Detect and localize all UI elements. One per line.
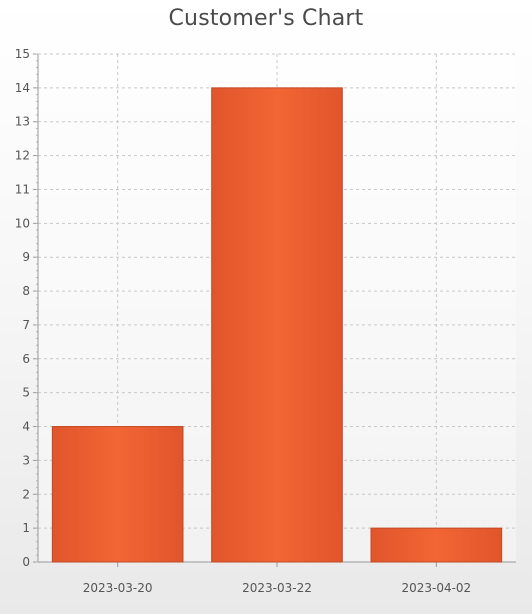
y-tick-label: 0 [22,555,30,569]
bar [51,426,184,563]
x-tick-label: 2023-04-02 [401,581,471,595]
y-tick-label: 11 [15,182,30,196]
x-tick-label: 2023-03-20 [83,581,153,595]
bar [370,527,503,563]
x-tick-label: 2023-03-22 [242,581,312,595]
y-tick-label: 5 [22,386,30,400]
y-tick-label: 3 [22,453,30,467]
y-tick-label: 6 [22,352,30,366]
y-tick-label: 4 [22,420,30,434]
bar [211,87,343,563]
y-tick-label: 8 [22,284,30,298]
y-tick-label: 9 [22,250,30,264]
y-tick-label: 10 [15,216,30,230]
y-tick-label: 1 [22,521,30,535]
y-tick-label: 7 [22,318,30,332]
y-tick-label: 13 [15,115,30,129]
y-tick-label: 15 [15,47,30,61]
y-tick-label: 2 [22,487,30,501]
chart-title: Customer's Chart [168,6,364,31]
y-tick-label: 14 [15,81,30,95]
bars [51,87,503,563]
y-tick-label: 12 [15,149,30,163]
